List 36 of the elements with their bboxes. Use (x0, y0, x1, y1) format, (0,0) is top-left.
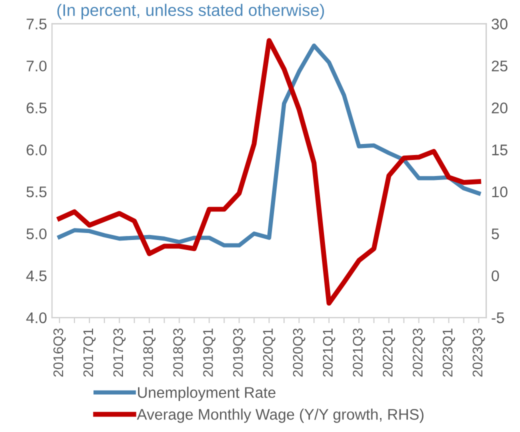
legend-label: Unemployment Rate (138, 386, 276, 401)
x-tick-label: 2019Q3 (233, 328, 246, 377)
x-tick-label: 2021Q3 (352, 328, 366, 377)
y-tick-label: 6.5 (26, 102, 46, 114)
y-tick-label: 4.0 (26, 312, 47, 324)
x-tick-label: 2022Q1 (382, 328, 396, 377)
x-tick-label: 2017Q1 (83, 328, 96, 377)
y-tick-label: 5.0 (26, 228, 47, 240)
y-tick-label: 6.0 (26, 144, 47, 156)
x-tick-label: 2018Q3 (173, 328, 186, 377)
x-tick-label: 2016Q3 (53, 328, 66, 377)
y2-tick-label: 10 (492, 186, 508, 198)
y-tick-label: 5.5 (26, 186, 46, 198)
y2-tick-label: 0 (492, 270, 499, 282)
y-tick-label: 7.5 (26, 18, 46, 30)
y2-tick-label: -5 (492, 312, 504, 324)
x-tick-label: 2019Q1 (203, 328, 216, 377)
line-series (57, 43, 481, 248)
legend-label: Average Monthly Wage (Y/Y growth, RHS) (136, 408, 424, 423)
x-tick-label: 2022Q3 (412, 328, 426, 377)
x-tick-label: 2023Q1 (442, 328, 455, 377)
x-tick-label: 2020Q1 (262, 328, 276, 377)
x-tick-label: 2018Q1 (143, 328, 156, 377)
y2-tick-label: 5 (492, 228, 499, 240)
x-tick-label: 2023Q3 (472, 328, 485, 377)
y2-tick-label: 15 (492, 144, 508, 156)
x-tick-label: 2021Q1 (322, 328, 336, 377)
x-tick-label: 2020Q3 (292, 328, 306, 377)
y2-tick-label: 20 (492, 102, 508, 114)
y-tick-label: 7.0 (26, 60, 47, 72)
line-series (57, 38, 482, 306)
x-tick-label: 2017Q3 (113, 328, 126, 377)
y2-tick-label: 30 (492, 18, 508, 30)
y-tick-label: 4.5 (26, 270, 46, 282)
y2-tick-label: 25 (492, 60, 508, 72)
chart-subtitle: (In percent, unless stated otherwise) (57, 4, 324, 20)
